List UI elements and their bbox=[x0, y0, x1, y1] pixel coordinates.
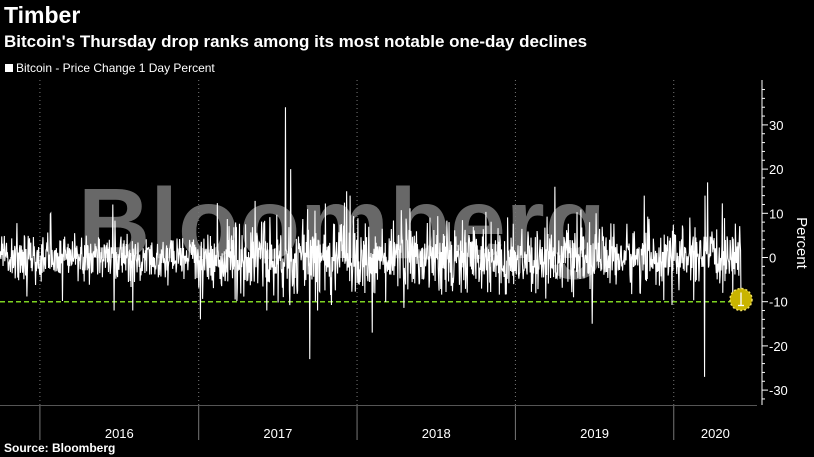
source-note: Source: Bloomberg bbox=[4, 441, 116, 455]
x-tick-label-2019: 2019 bbox=[580, 426, 609, 441]
y-tick-label-neg10: -10 bbox=[769, 295, 788, 310]
series bbox=[0, 107, 742, 377]
legend-swatch bbox=[5, 64, 13, 72]
legend: Bitcoin - Price Change 1 Day Percent bbox=[5, 61, 215, 75]
x-tick-label-2016: 2016 bbox=[105, 426, 134, 441]
chart-title: Timber bbox=[4, 2, 81, 28]
grid bbox=[0, 80, 757, 440]
y-tick-label-10: 10 bbox=[769, 206, 783, 221]
y-tick-label-neg20: -20 bbox=[769, 339, 788, 354]
axes: 30 20 10 0 -10 -20 -30 Percent 2016 2017 2018 2019 2… bbox=[105, 80, 810, 441]
highlight bbox=[729, 287, 753, 312]
x-tick-label-2017: 2017 bbox=[263, 426, 292, 441]
chart-subtitle: Bitcoin's Thursday drop ranks among its … bbox=[4, 32, 588, 51]
x-tick-label-2020: 2020 bbox=[701, 426, 730, 441]
y-tick-label-20: 20 bbox=[769, 162, 783, 177]
series-line bbox=[0, 107, 742, 377]
y-axis-title: Percent bbox=[793, 217, 810, 270]
y-tick-label-0: 0 bbox=[769, 251, 776, 266]
x-tick-label-2018: 2018 bbox=[422, 426, 451, 441]
y-tick-label-30: 30 bbox=[769, 118, 783, 133]
y-tick-label-neg30: -30 bbox=[769, 383, 788, 398]
legend-label: Bitcoin - Price Change 1 Day Percent bbox=[16, 61, 215, 75]
